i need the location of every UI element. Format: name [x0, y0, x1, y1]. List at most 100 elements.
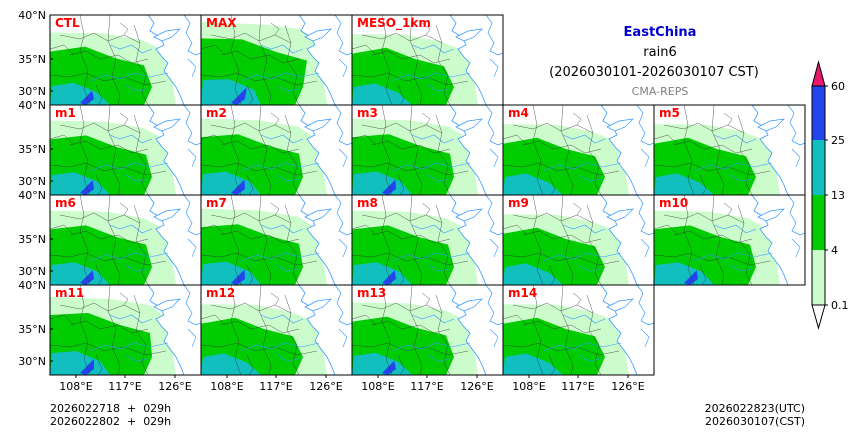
korea-peninsula — [485, 15, 503, 56]
province-border — [230, 15, 242, 105]
coastline — [147, 15, 185, 105]
province-border — [654, 134, 679, 146]
province-border — [397, 84, 405, 105]
river-line — [338, 58, 348, 78]
province-border — [654, 224, 679, 236]
shandong-peninsula — [455, 118, 483, 132]
province-border — [258, 15, 272, 105]
coastline — [600, 195, 638, 285]
shandong-peninsula — [606, 118, 634, 132]
map-panel-m10: m10 — [653, 194, 806, 286]
lon-tick-label: 117°E — [259, 380, 292, 393]
province-border — [270, 22, 280, 36]
province-border — [381, 15, 393, 105]
panel-map-content — [50, 195, 201, 285]
river-line — [729, 264, 753, 272]
province-border — [133, 294, 149, 375]
province-border — [361, 212, 443, 224]
lat-tick-label: 40°N — [18, 279, 46, 292]
colorbar-labels: 0.1 4 13 25 60 — [825, 80, 849, 312]
colorbar-label: 0.1 — [831, 299, 849, 312]
province-border — [201, 224, 226, 236]
panel-map-content — [50, 15, 201, 105]
rain-area-heavy — [503, 173, 563, 195]
province-border — [284, 294, 300, 375]
province-border — [699, 174, 707, 195]
province-border — [50, 342, 167, 356]
panel-grid: CTL MAX MESO_1km m1 m2 m3 m4 m5 m6 m7 m8 m9 m10 m11 m1… — [49, 14, 806, 376]
coastline — [298, 195, 336, 285]
init-time-line2: 2026022802 + 029h — [50, 415, 171, 428]
province-border — [270, 112, 280, 126]
province-border — [133, 204, 149, 285]
panel-map-content — [50, 105, 201, 195]
river-line — [411, 134, 455, 144]
province-border — [572, 112, 582, 126]
province-border — [50, 252, 167, 266]
river-line — [109, 44, 153, 54]
river-line — [125, 354, 149, 362]
province-border — [663, 212, 745, 224]
province-border — [663, 122, 745, 134]
province-border — [711, 105, 725, 195]
province-border — [699, 264, 707, 285]
province-border — [560, 105, 574, 195]
latitude-axis: 40°N35°N30°N40°N35°N30°N40°N35°N30°N40°N… — [18, 9, 53, 368]
lon-tick-label: 108°E — [512, 380, 545, 393]
river-line — [276, 264, 300, 272]
province-border — [59, 212, 141, 224]
rain-area-heavy — [201, 261, 261, 285]
lon-tick-label: 126°E — [460, 380, 493, 393]
province-border — [586, 114, 602, 195]
colorbar-bin-2 — [812, 195, 825, 250]
lat-tick-label: 35°N — [18, 233, 46, 246]
rain-area-heavy — [50, 82, 110, 105]
map-panel-m11: m11 — [49, 284, 202, 376]
map-panel-m8: m8 — [351, 194, 504, 286]
river-line — [427, 354, 451, 362]
province-border — [397, 264, 405, 285]
panel-map-content — [201, 285, 352, 375]
korea-peninsula — [485, 195, 503, 236]
province-border — [79, 105, 91, 195]
river-line — [578, 174, 602, 182]
province-border — [107, 105, 121, 195]
member-label: m4 — [508, 106, 529, 120]
map-panel-m13: m13 — [351, 284, 504, 376]
member-label: m7 — [206, 196, 227, 210]
member-label: MAX — [206, 16, 237, 30]
korea-peninsula — [787, 105, 805, 146]
river-line — [562, 314, 606, 324]
colorbar-label: 60 — [831, 80, 845, 93]
province-border — [69, 50, 149, 64]
province-border — [421, 112, 431, 126]
init-time-line1: 2026022718 + 029h — [50, 402, 171, 415]
province-border — [421, 22, 431, 36]
panel-map-content — [352, 195, 503, 285]
province-border — [711, 195, 725, 285]
river-line — [89, 342, 169, 352]
rain-area-heavy — [654, 262, 714, 285]
river-line — [542, 252, 622, 262]
province-border — [435, 294, 451, 375]
colorbar-bin-3 — [812, 140, 825, 195]
map-panel-m1: m1 — [49, 104, 202, 196]
rain-area-very-heavy — [382, 270, 396, 285]
province-border — [246, 354, 254, 375]
panel-map-content — [201, 105, 352, 195]
rain-area-heavy — [352, 83, 412, 105]
province-border — [119, 292, 129, 306]
coastline — [600, 105, 638, 195]
rain-area-heavy — [50, 351, 110, 375]
river-line — [640, 328, 650, 348]
korea-peninsula — [485, 105, 503, 146]
coastline — [449, 15, 487, 105]
province-border — [522, 230, 602, 244]
lon-tick-label: 117°E — [410, 380, 443, 393]
river-line — [693, 162, 773, 172]
korea-peninsula — [334, 105, 352, 146]
coastline — [298, 285, 336, 375]
shandong-peninsula — [455, 298, 483, 312]
province-border — [654, 162, 771, 176]
